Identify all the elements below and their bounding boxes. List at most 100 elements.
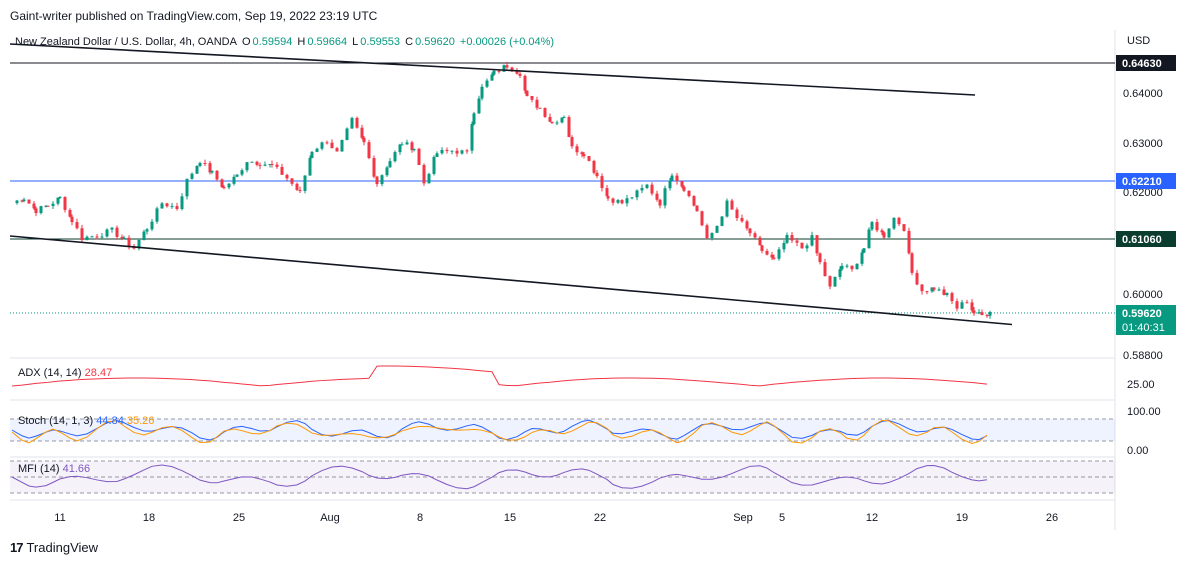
candle-body bbox=[44, 205, 48, 207]
tradingview-logo-icon: 17 bbox=[10, 540, 24, 555]
candle-body bbox=[765, 251, 769, 255]
candle-body bbox=[655, 193, 659, 200]
x-tick-label: 18 bbox=[143, 512, 155, 524]
candle-body bbox=[208, 163, 212, 173]
candle-body bbox=[222, 187, 226, 189]
channel-upper-line[interactable] bbox=[9, 43, 976, 96]
descending-channel[interactable] bbox=[9, 43, 1013, 326]
change-value: +0.00026 (+0.04%) bbox=[459, 36, 555, 48]
candle-body bbox=[105, 229, 109, 237]
candle-body bbox=[960, 302, 964, 309]
candle-body bbox=[445, 149, 449, 151]
candle-body bbox=[455, 150, 459, 154]
candle-body bbox=[882, 232, 886, 238]
candle-body bbox=[645, 184, 649, 188]
y-tick-label: 0.58800 bbox=[1123, 350, 1163, 362]
candle-body bbox=[838, 269, 842, 277]
candle-body bbox=[330, 142, 334, 149]
candle-body bbox=[567, 117, 571, 138]
candle-body bbox=[695, 205, 699, 212]
adx-line bbox=[11, 365, 988, 387]
candle-body bbox=[840, 265, 844, 270]
candle-body bbox=[362, 137, 366, 143]
low-value: 0.59553 bbox=[360, 36, 401, 48]
channel-lower-line[interactable] bbox=[9, 235, 1013, 326]
candle-body bbox=[63, 197, 67, 210]
x-tick-label: Sep bbox=[733, 512, 753, 524]
candlestick-series bbox=[15, 61, 992, 319]
candle-body bbox=[120, 236, 124, 240]
countdown-text: 01:40:31 bbox=[1122, 322, 1165, 334]
candle-body bbox=[435, 153, 439, 157]
candle-body bbox=[630, 197, 634, 199]
publish-header: Gaint-writer published on TradingView.co… bbox=[10, 9, 378, 23]
y-tick-label: 0.63000 bbox=[1123, 138, 1163, 150]
candle-body bbox=[122, 237, 126, 240]
candle-body bbox=[315, 148, 319, 152]
x-tick-label: Aug bbox=[320, 512, 340, 524]
candle-body bbox=[470, 124, 474, 151]
candle-body bbox=[772, 257, 776, 259]
tradingview-footer[interactable]: 17 TradingView bbox=[10, 540, 98, 555]
candle-body bbox=[777, 249, 781, 259]
candle-body bbox=[715, 225, 719, 233]
close-label: C bbox=[405, 36, 414, 48]
candle-body bbox=[385, 167, 389, 176]
candle-body bbox=[605, 188, 609, 197]
candle-body bbox=[285, 174, 289, 179]
candle-body bbox=[388, 161, 392, 168]
candle-body bbox=[502, 65, 506, 72]
candle-body bbox=[525, 90, 529, 97]
candle-body bbox=[440, 149, 444, 154]
candle-body bbox=[190, 173, 194, 179]
y-tick-label: 0.64000 bbox=[1123, 88, 1163, 100]
candle-body bbox=[280, 166, 284, 175]
open-value: 0.59594 bbox=[252, 36, 293, 48]
candle-body bbox=[398, 144, 402, 153]
candle-body bbox=[897, 217, 901, 225]
candle-body bbox=[535, 99, 539, 108]
x-tick-label: 15 bbox=[504, 512, 516, 524]
candle-body bbox=[562, 117, 566, 119]
candle-body bbox=[910, 253, 914, 273]
candle-body bbox=[100, 236, 104, 238]
candle-body bbox=[740, 218, 744, 222]
candle-body bbox=[310, 151, 314, 158]
candle-body bbox=[240, 170, 244, 175]
candle-body bbox=[955, 301, 959, 309]
current-price-text: 0.59620 bbox=[1122, 308, 1162, 320]
candle-body bbox=[860, 252, 864, 264]
low-label: L bbox=[352, 36, 359, 48]
candle-body bbox=[970, 302, 974, 311]
candle-body bbox=[198, 163, 202, 167]
stoch-legend: Stoch (14, 1, 3) 44.84 35.26 bbox=[18, 415, 154, 427]
adx-value: 28.47 bbox=[84, 367, 113, 379]
candle-body bbox=[560, 117, 564, 123]
candle-body bbox=[320, 142, 324, 149]
candle-body bbox=[360, 127, 364, 138]
candle-body bbox=[805, 245, 809, 249]
candle-body bbox=[587, 155, 591, 161]
candle-body bbox=[640, 187, 644, 191]
candle-body bbox=[932, 287, 936, 290]
candle-body bbox=[550, 121, 554, 124]
candle-body bbox=[268, 163, 272, 165]
adx-level-label: 25.00 bbox=[1127, 379, 1155, 391]
candle-body bbox=[915, 272, 919, 285]
candle-body bbox=[15, 200, 19, 204]
candle-body bbox=[170, 206, 174, 208]
candle-body bbox=[80, 228, 84, 241]
candle-body bbox=[965, 302, 969, 304]
candle-body bbox=[432, 156, 436, 174]
candle-body bbox=[165, 203, 169, 207]
candle-body bbox=[27, 199, 31, 204]
candle-body bbox=[650, 184, 654, 194]
candle-body bbox=[255, 161, 259, 165]
candle-body bbox=[417, 148, 421, 165]
candle-body bbox=[375, 176, 379, 185]
candle-body bbox=[39, 206, 43, 214]
candle-body bbox=[855, 263, 859, 270]
candle-body bbox=[110, 227, 114, 230]
candle-body bbox=[682, 186, 686, 191]
